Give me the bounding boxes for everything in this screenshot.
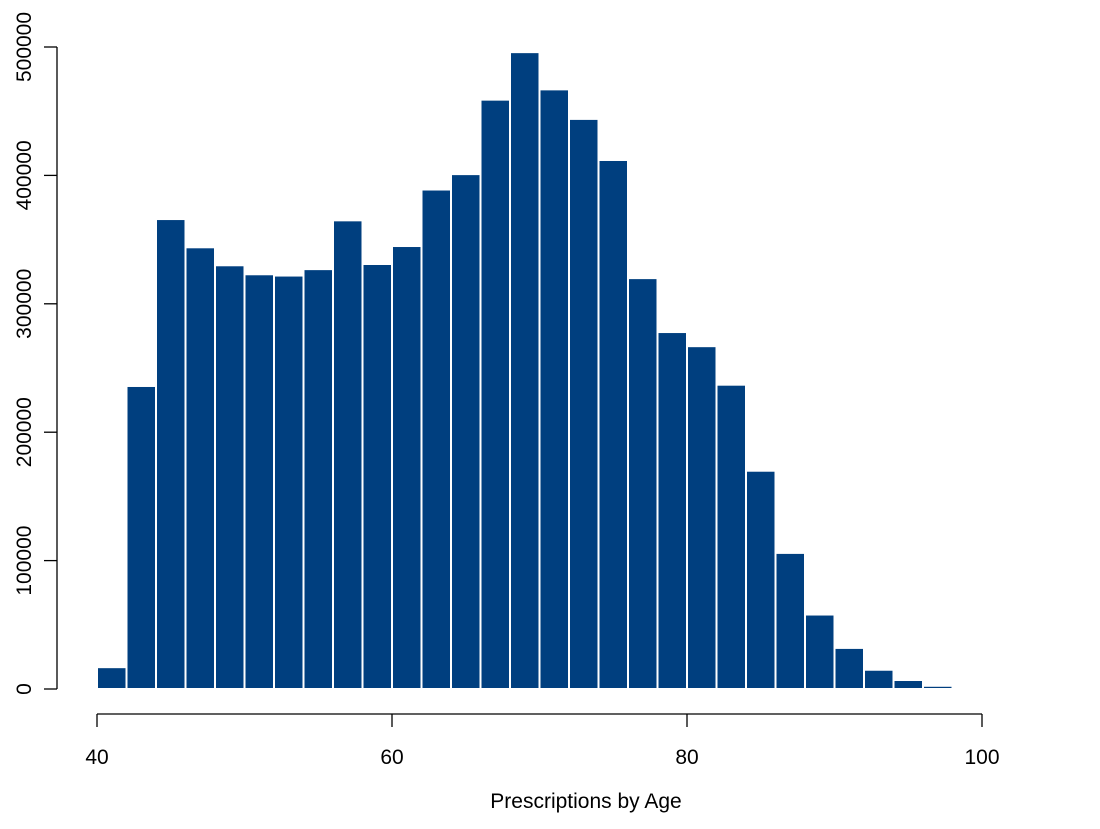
y-tick-label: 100000 [13, 526, 36, 596]
histogram-bar [127, 386, 157, 689]
histogram-bar [481, 100, 511, 689]
bars-layer [97, 52, 1100, 689]
histogram-bar [304, 269, 334, 689]
histogram-bar [628, 278, 658, 689]
histogram-bar [510, 52, 540, 689]
histogram-bar [215, 265, 245, 689]
histogram-bar [156, 219, 186, 689]
x-tick-label: 40 [85, 746, 108, 769]
histogram-bar [422, 190, 452, 689]
y-tick-label: 0 [13, 683, 36, 695]
y-tick-label: 500000 [13, 12, 36, 82]
histogram-bar [186, 247, 216, 689]
x-tick-label: 100 [964, 746, 999, 769]
histogram-bar [274, 276, 304, 689]
y-tick-label: 200000 [13, 397, 36, 467]
x-tick-label: 60 [380, 746, 403, 769]
histogram-bar [363, 264, 393, 689]
histogram-bar [717, 385, 747, 689]
histogram-bar [894, 680, 924, 689]
histogram-bar [599, 160, 629, 689]
y-axis: 0 100000 200000 300000 400000 500000 [13, 12, 57, 695]
histogram-bar [746, 471, 776, 689]
y-tick-label: 400000 [13, 140, 36, 210]
histogram-bar [569, 119, 599, 689]
histogram-bar [658, 332, 688, 689]
histogram-bar [392, 246, 422, 689]
x-tick-label: 80 [675, 746, 698, 769]
histogram-bar [953, 688, 983, 689]
histogram-bar [97, 667, 127, 689]
histogram-bar [245, 274, 275, 689]
histogram-bar [687, 346, 717, 689]
histogram-bar [923, 686, 953, 689]
x-axis-label: Prescriptions by Age [490, 790, 681, 813]
y-tick-label: 300000 [13, 269, 36, 339]
histogram-bar [835, 648, 865, 689]
histogram-bar [451, 174, 481, 689]
histogram-bar [540, 89, 570, 689]
histogram-bar [864, 670, 894, 689]
histogram-bar [776, 553, 806, 689]
x-axis: 40 60 80 100 [85, 714, 999, 769]
histogram-bar [333, 220, 363, 689]
histogram-bar [805, 615, 835, 689]
